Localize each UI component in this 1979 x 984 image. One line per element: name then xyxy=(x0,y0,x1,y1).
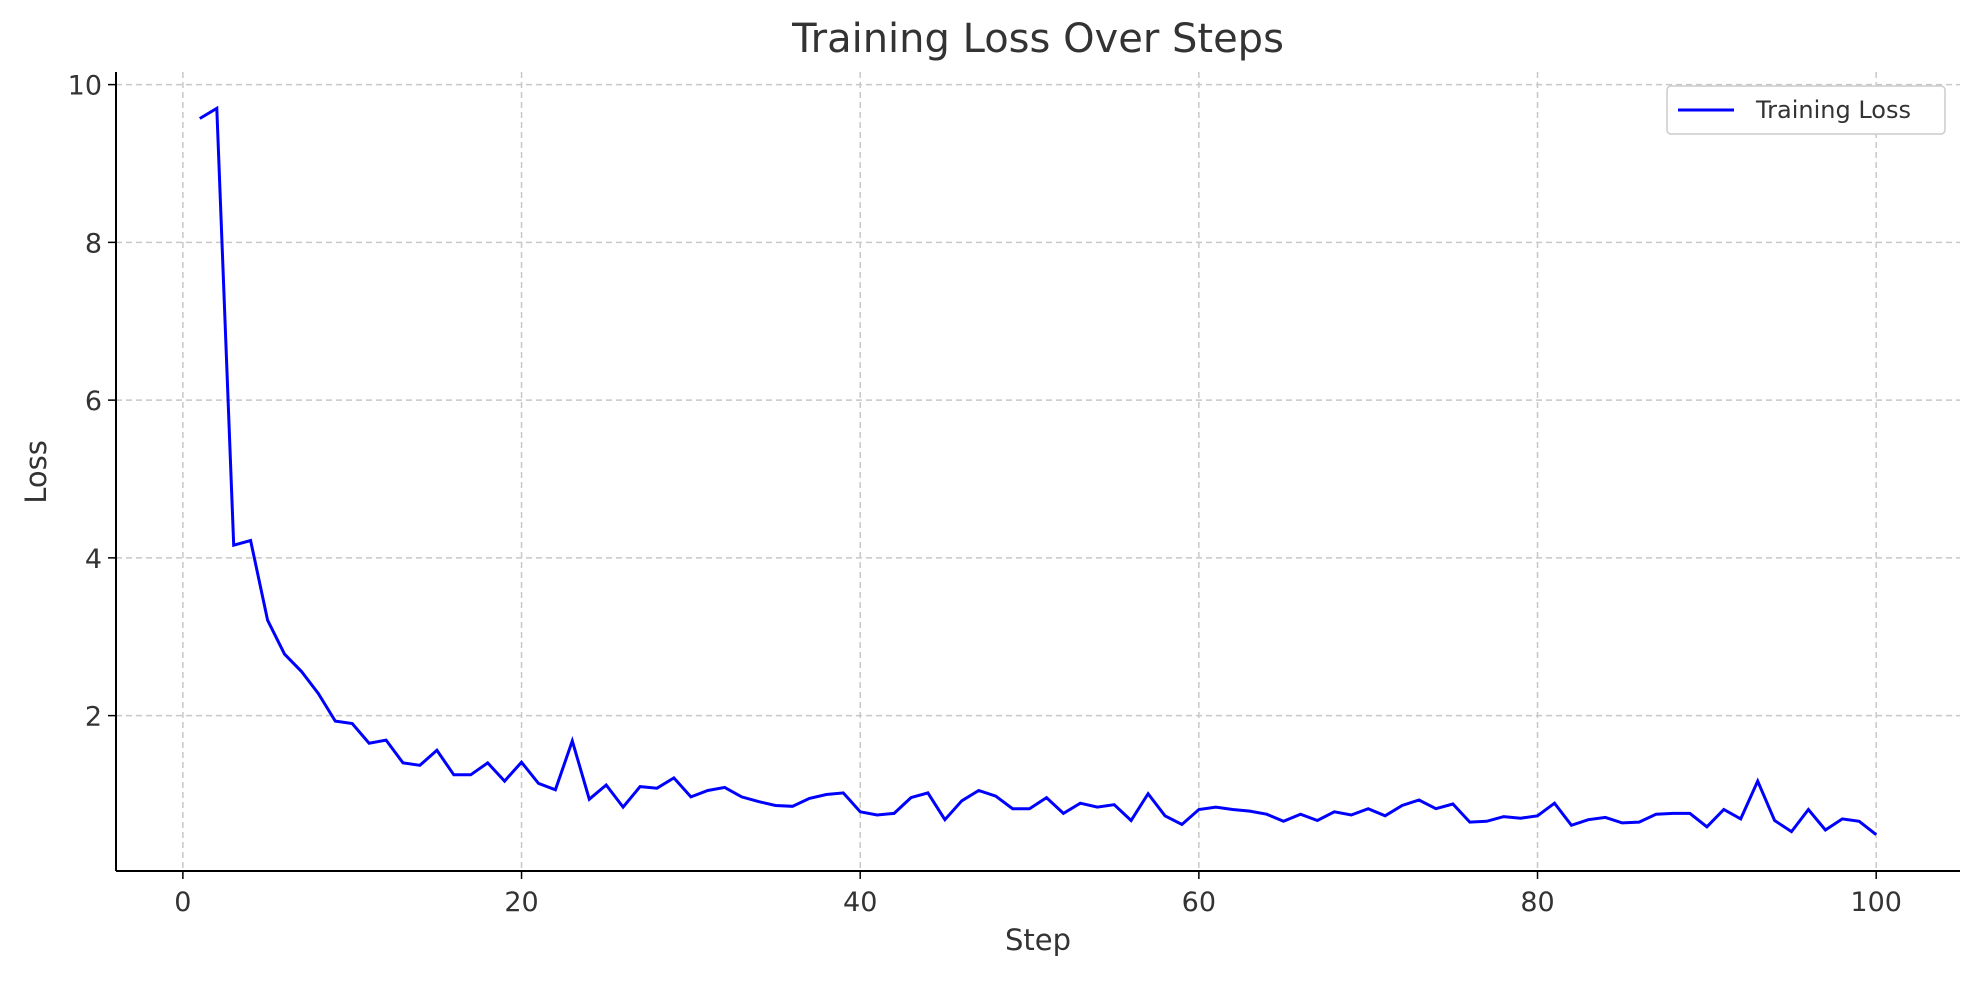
y-tick-label: 10 xyxy=(68,71,102,102)
x-tick-label: 0 xyxy=(174,887,191,918)
x-tick-label: 60 xyxy=(1182,887,1216,918)
x-axis-label: Step xyxy=(1005,923,1071,957)
x-tick-label: 100 xyxy=(1850,887,1902,918)
training-loss-line xyxy=(199,105,1878,836)
x-tick-label: 20 xyxy=(504,887,538,918)
grid xyxy=(116,72,1960,871)
x-tick-label: 80 xyxy=(1520,887,1554,918)
chart-title: Training Loss Over Steps xyxy=(791,16,1284,62)
legend-box xyxy=(1666,85,1946,135)
y-tick-label: 6 xyxy=(85,386,102,417)
y-tick-label: 2 xyxy=(85,702,102,733)
legend: Training Loss xyxy=(1666,85,1946,135)
y-tick-label: 8 xyxy=(85,228,102,259)
x-ticks: 0 20 40 60 80 100 xyxy=(174,871,1902,918)
x-tick-label: 40 xyxy=(843,887,877,918)
y-axis-label: Loss xyxy=(19,440,53,504)
y-ticks: 2 4 6 8 10 xyxy=(68,71,116,733)
series-layer xyxy=(199,105,1878,836)
y-tick-label: 4 xyxy=(85,544,102,575)
legend-label: Training Loss xyxy=(1755,96,1911,124)
